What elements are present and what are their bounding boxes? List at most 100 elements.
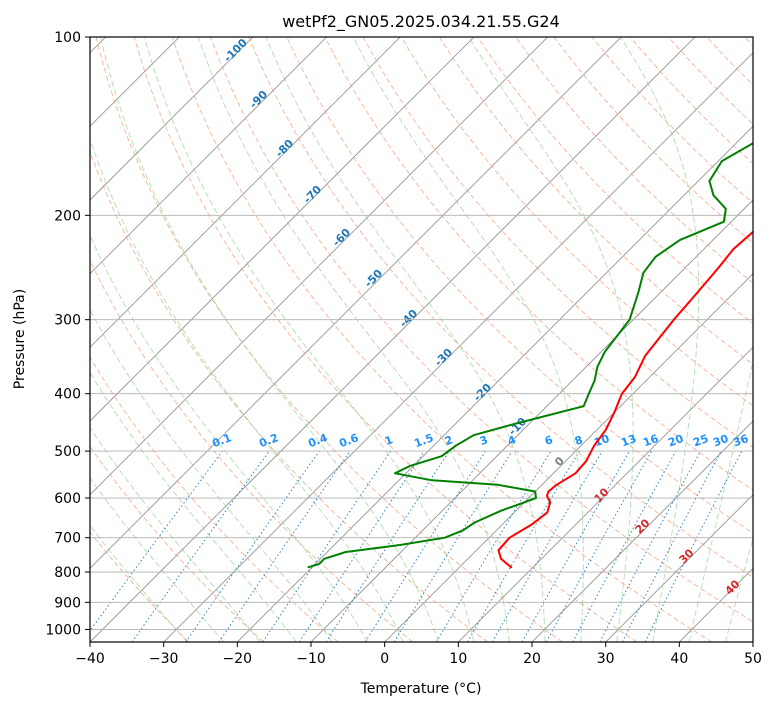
mixing-ratio-line	[435, 450, 552, 642]
dry-adiabat-label: -80	[273, 137, 296, 160]
y-tick-label: 800	[54, 565, 81, 581]
moist-adiabat-line	[144, 37, 475, 642]
y-tick-label: 200	[54, 208, 81, 224]
moist-adiabat-label: 10	[592, 485, 612, 505]
moist-adiabat-line	[90, 234, 369, 642]
mixing-ratio-label: 4	[506, 433, 518, 448]
plot-frame	[89, 36, 754, 643]
mixing-ratio-label: 10	[592, 432, 611, 450]
isotherm-line	[90, 37, 327, 275]
mixing-ratio-line	[572, 450, 677, 642]
isotherm-line	[679, 567, 753, 642]
moist-adiabat-line	[725, 536, 753, 642]
dry-adiabat-line	[90, 356, 339, 642]
data-series	[307, 142, 753, 569]
mixing-ratio-line	[262, 450, 392, 642]
background-lines	[90, 37, 753, 642]
dry-adiabat-label: -60	[330, 226, 353, 249]
isotherm-line	[752, 641, 753, 642]
isotherm-line	[90, 37, 254, 201]
mixing-ratio-line	[521, 450, 630, 642]
mixing-ratio-line	[218, 450, 351, 642]
x-axis-label: Temperature (°C)	[360, 681, 482, 697]
mixing-ratio-label: 0.2	[257, 431, 280, 450]
mixing-ratio-line	[131, 450, 270, 642]
mixing-ratio-line	[298, 450, 425, 642]
y-tick-label: 1000	[45, 622, 81, 638]
dry-adiabat-line	[210, 37, 753, 623]
dry-adiabat-label: -70	[301, 183, 324, 206]
isotherm-line	[163, 52, 753, 642]
x-tick-label: −20	[223, 651, 253, 667]
isotherm-line	[384, 273, 753, 642]
x-tick-label: −10	[296, 651, 326, 667]
moist-adiabat-line	[90, 426, 261, 642]
moist-adiabat-line	[90, 137, 404, 642]
dry-adiabat-line	[515, 37, 753, 284]
y-tick-label: 900	[54, 595, 81, 611]
mixing-ratio-label: 1.5	[412, 431, 435, 450]
x-tick-label: −40	[75, 651, 105, 667]
mixing-ratio-line	[185, 450, 320, 642]
dry-adiabat-line	[439, 37, 753, 365]
y-tick-label: 400	[54, 387, 81, 403]
background-line-labels: -100-90-80-70-60-50-40-30-20-10010203040…	[210, 37, 750, 598]
mixing-ratio-label: 0.4	[306, 431, 329, 450]
mixing-ratio-label: 36	[731, 432, 750, 450]
x-tick-label: 10	[449, 651, 467, 667]
mixing-ratio-label: 1	[383, 433, 395, 448]
x-tick-label: 0	[380, 651, 389, 667]
isotherm-line	[90, 37, 696, 642]
dry-adiabat-label: -50	[362, 267, 385, 290]
x-tick-label: 50	[744, 651, 762, 667]
dewpoint-line	[307, 142, 753, 569]
moist-adiabat-line	[265, 37, 546, 642]
mixing-ratio-label: 25	[691, 432, 710, 449]
y-tick-label: 500	[54, 444, 81, 460]
chart-title: wetPf2_GN05.2025.034.21.55.G24	[282, 12, 560, 32]
mixing-ratio-label: 3	[478, 433, 490, 448]
x-tick-label: 40	[670, 651, 688, 667]
mixing-ratio-label: 8	[573, 433, 585, 448]
mixing-ratio-line	[393, 450, 513, 642]
isotherm-line	[310, 199, 753, 642]
mixing-ratio-label: 13	[619, 432, 638, 449]
dry-adiabat-label: -40	[397, 307, 420, 330]
dry-adiabat-line	[90, 150, 488, 642]
y-tick-label: 700	[54, 531, 81, 547]
isotherm-line	[605, 494, 753, 642]
dry-adiabat-label: -30	[432, 346, 455, 369]
moist-adiabat-label: 30	[677, 546, 697, 566]
moist-adiabat-line	[100, 37, 439, 642]
dry-adiabat-line	[706, 37, 753, 86]
dry-adiabat-line	[90, 445, 264, 642]
moist-adiabat-line	[352, 37, 584, 642]
isotherm-line	[90, 37, 401, 348]
dry-adiabat-label: -20	[471, 381, 494, 404]
dry-adiabat-line	[477, 37, 753, 325]
dry-adiabat-line	[553, 37, 753, 244]
mixing-ratio-label: 30	[711, 432, 730, 450]
mixing-ratio-label: 20	[666, 432, 685, 450]
x-tick-label: 20	[523, 651, 541, 667]
temperature-line	[497, 230, 753, 569]
mixing-ratio-label: 0.1	[210, 431, 233, 450]
moist-adiabat-line	[90, 477, 225, 642]
mixing-ratio-label: 0.6	[337, 431, 360, 450]
isotherm-line	[90, 37, 548, 496]
moist-adiabat-line	[620, 37, 700, 642]
mixing-ratio-line	[545, 450, 653, 642]
isotherm-line	[90, 37, 622, 569]
x-axis: −40 −30 −20 −10 0 10 20 30 40 50	[75, 642, 762, 667]
dry-adiabat-line	[171, 37, 712, 642]
mixing-ratio-label: 2	[443, 433, 455, 448]
y-tick-label: 600	[54, 491, 81, 507]
dry-adiabat-line	[248, 37, 753, 578]
y-axis: 100 200 300 400 500 600 700 800 900 1000	[45, 30, 90, 638]
mixing-ratio-line	[90, 450, 223, 632]
moist-adiabat-line	[90, 308, 333, 642]
y-tick-label: 300	[54, 313, 81, 329]
mixing-ratio-label: 6	[543, 433, 555, 448]
dry-adiabat-label: -90	[247, 88, 270, 111]
mixing-ratio-line	[644, 450, 743, 642]
